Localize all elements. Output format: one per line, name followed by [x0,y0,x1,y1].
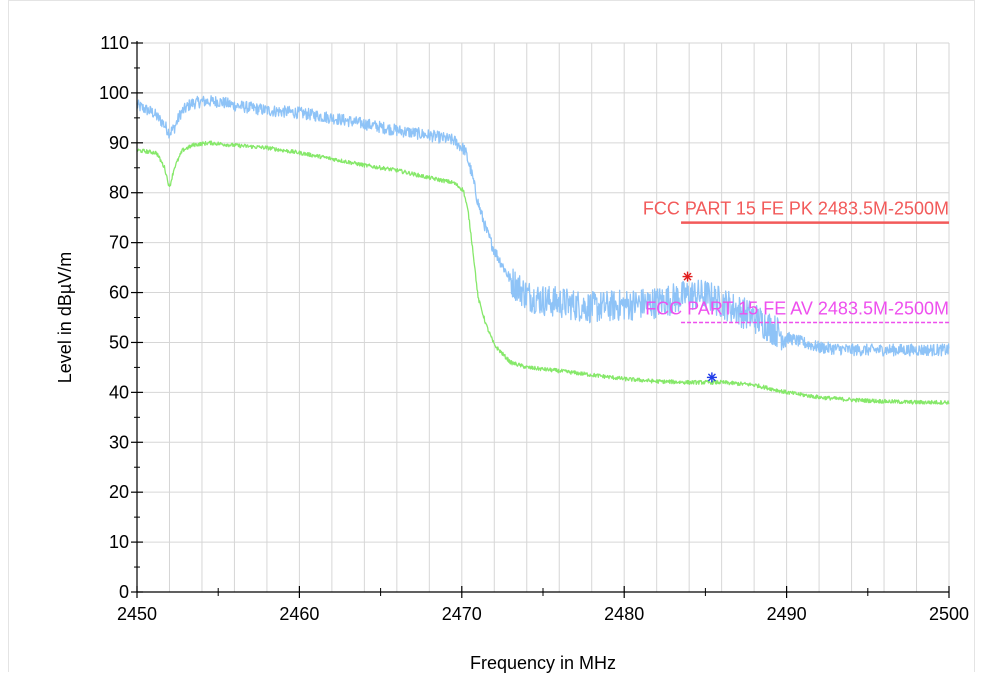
y-tick-label: 80 [109,183,129,203]
peak-trace [136,95,950,357]
x-tick-label: 2480 [604,604,644,624]
y-tick-label: 10 [109,532,129,552]
x-tick-label: 2500 [929,604,969,624]
chart-frame: FCC PART 15 FE PK 2483.5M-2500M FCC PART … [8,0,975,673]
spectrum-chart: FCC PART 15 FE PK 2483.5M-2500M FCC PART … [55,33,969,673]
marker-stroke [683,272,692,281]
x-tick-label: 2460 [279,604,319,624]
y-tick-label: 30 [109,432,129,452]
peak_marker [682,271,693,282]
markers [682,271,717,383]
y-tick-label: 100 [99,83,129,103]
y-tick-label: 110 [100,33,129,53]
y-tick-label: 0 [119,582,129,602]
y-tick-label: 50 [109,332,129,352]
av-limit-label: FCC PART 15 FE AV 2483.5M-2500M [645,298,949,318]
average-trace [136,140,950,405]
y-tick-label: 40 [109,382,129,402]
limit-lines: FCC PART 15 FE PK 2483.5M-2500M FCC PART … [643,199,949,324]
tick-labels: 0 10 20 30 40 50 60 70 80 90 100 110 2450 2460 2470 248… [99,33,969,624]
x-tick-label: 2450 [117,604,157,624]
y-tick-label: 70 [109,233,129,253]
x-tick-label: 2470 [442,604,482,624]
axes [131,41,950,598]
x-tick-label: 2490 [767,604,807,624]
y-tick-label: 60 [109,283,129,303]
traces [136,95,950,405]
x-axis-title: Frequency in MHz [470,653,616,673]
y-axis-title: Level in dBµV/m [55,252,75,383]
y-tick-label: 20 [109,482,129,502]
marker-stroke [707,373,716,382]
average_marker [706,372,717,383]
y-tick-label: 90 [109,133,129,153]
grid [136,42,950,593]
pk-limit-label: FCC PART 15 FE PK 2483.5M-2500M [643,199,949,219]
